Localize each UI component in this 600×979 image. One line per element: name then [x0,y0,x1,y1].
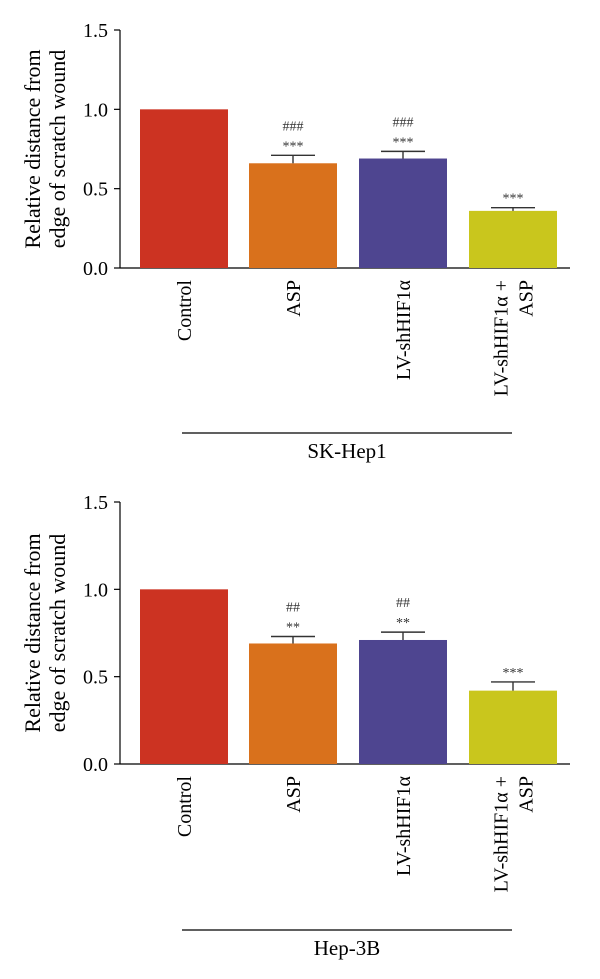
bar [249,163,337,268]
bar [140,109,228,268]
category-label: Control [174,280,196,342]
chart-hep-3b: 0.0 0.5 1.0 1.5 Relative distance fromedge o… [20,492,570,960]
significance-label: ## [286,600,300,615]
bar [359,639,447,764]
bar [469,210,557,268]
category-label: ASP [283,776,305,813]
category-label: LV-shHIF1α + [491,776,513,892]
y-tick-label: 0.0 [83,754,108,776]
significance-label: ## [396,596,410,611]
bar [359,158,447,268]
bar [249,643,337,764]
category-label: ASP [516,280,538,317]
y-tick-label: 0.5 [83,179,108,201]
category-label: ASP [283,280,305,317]
bar [469,690,557,764]
chart-sk-hep1: 0.0 0.5 1.0 1.5 Relative distance fromedge o… [20,20,570,463]
significance-label: ** [286,620,300,635]
significance-label: ** [396,616,410,631]
category-label: ASP [516,776,538,813]
y-tick-label: 1.0 [83,579,108,601]
significance-label: *** [503,192,524,207]
significance-label: *** [283,139,304,154]
y-axis-label: Relative distance fromedge of scratch wo… [20,533,70,732]
y-axis-label: Relative distance fromedge of scratch wo… [20,49,70,248]
y-tick-label: 0.5 [83,667,108,689]
group-label: Hep-3B [314,936,381,960]
category-label: LV-shHIF1α [393,279,415,380]
bar [140,589,228,764]
significance-label: *** [393,135,414,150]
y-tick-label: 1.0 [83,99,108,121]
group-label: SK-Hep1 [307,439,386,463]
category-label: LV-shHIF1α [393,775,415,876]
y-tick-label: 0.0 [83,258,108,280]
significance-label: *** [503,666,524,681]
y-tick-label: 1.5 [83,492,108,514]
category-label: LV-shHIF1α + [491,280,513,396]
significance-label: ### [283,119,304,134]
category-label: Control [174,776,196,838]
significance-label: ### [393,115,414,130]
y-tick-label: 1.5 [83,20,108,42]
